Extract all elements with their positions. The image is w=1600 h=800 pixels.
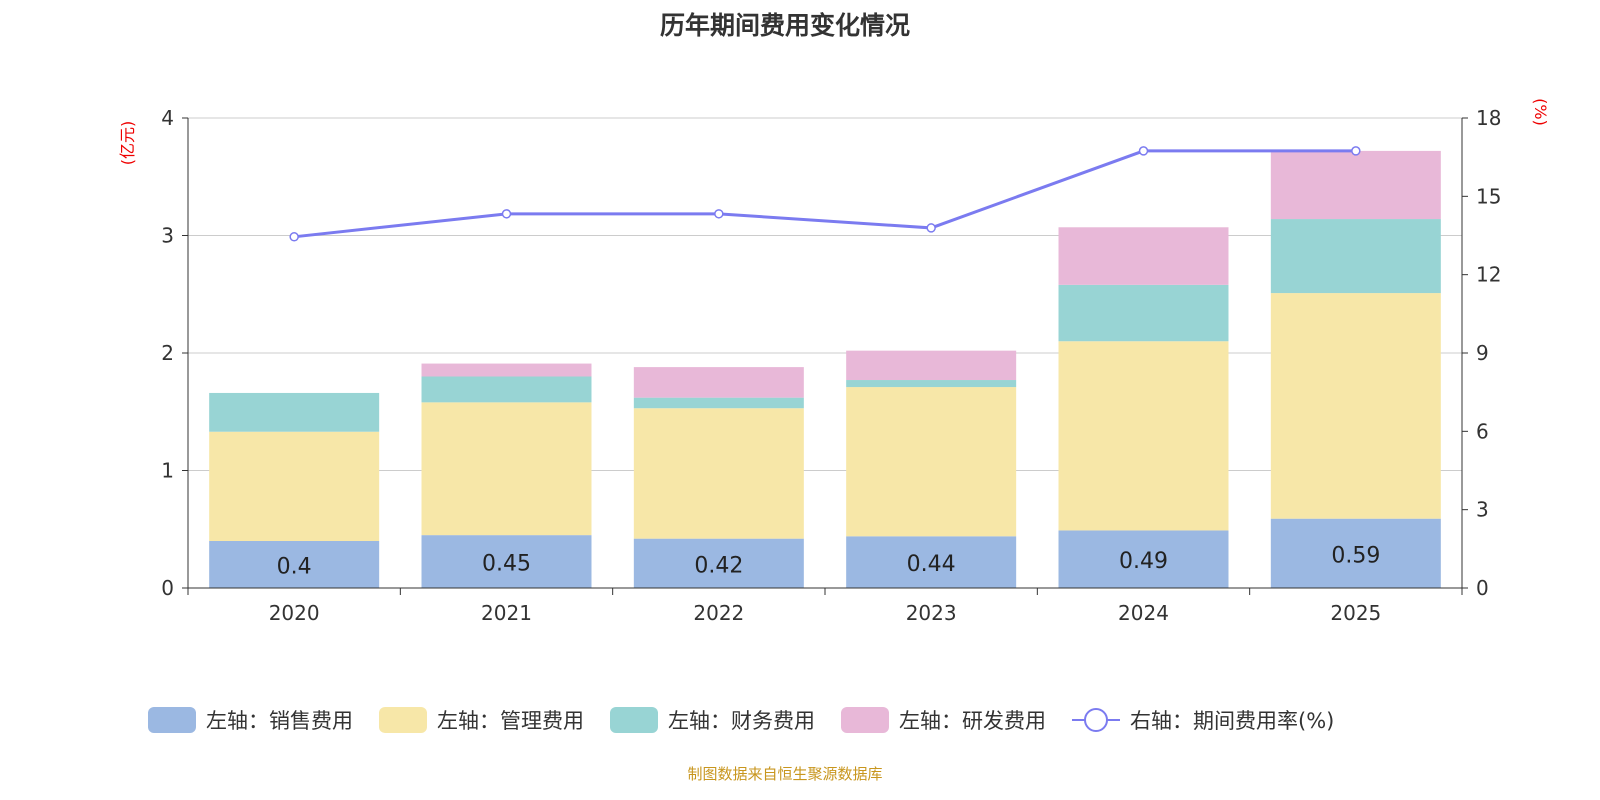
bar-segment [1058,530,1229,588]
bar-segment [1270,293,1441,519]
x-tick-label: 2023 [906,601,957,625]
right-tick-label: 0 [1476,576,1489,600]
x-tick-label: 2021 [481,601,532,625]
bar-segment [633,408,804,539]
bar-segment [421,363,592,377]
bar-segment [209,431,380,541]
bar-segment [209,541,380,588]
bar-segment [633,397,804,409]
right-tick-label: 15 [1476,184,1501,208]
legend-circle-icon [1084,708,1108,732]
bar-segment [1058,227,1229,285]
bar-segment [846,350,1017,381]
rate-point [1138,146,1149,156]
bar-segment [1058,284,1229,342]
x-tick-label: 2024 [1118,601,1169,625]
right-tick-label: 6 [1476,419,1489,443]
bar-data-label: 0.49 [1119,549,1168,574]
legend-swatch-icon [610,707,658,733]
left-tick-label: 1 [161,459,174,483]
source-note: 制图数据来自恒生聚源数据库 [687,765,883,783]
legend-swatch-icon [379,707,427,733]
right-axis-label: (%) [1531,98,1550,126]
left-tick-label: 4 [161,106,174,130]
legend-label: 左轴：销售费用 [206,709,353,733]
bar-segment [846,536,1017,588]
right-tick-label: 12 [1476,263,1501,287]
bar-segment [209,392,380,432]
bar-data-label: 0.45 [482,552,531,577]
rate-line [294,149,1356,239]
bar-data-label: 0.4 [277,555,312,580]
x-tick-label: 2025 [1330,601,1381,625]
x-tick-label: 2022 [693,601,744,625]
bar-data-label: 0.42 [694,553,743,578]
bar-segment [1270,518,1441,588]
bar-data-label: 0.59 [1331,543,1380,568]
bar-data-label: 0.44 [907,552,956,577]
legend-swatch-icon [841,707,889,733]
chart-title: 历年期间费用变化情况 [659,11,910,40]
rate-point [926,223,936,233]
left-axis-label: (亿元) [118,121,137,166]
legend-label: 左轴：管理费用 [437,709,584,733]
bar-segment [421,376,592,403]
rate-point [289,232,299,242]
right-tick-label: 9 [1476,341,1489,365]
bar-segment [1058,341,1229,531]
rate-point [1351,146,1361,156]
legend-swatch-icon [148,707,196,733]
bar-segment [421,535,592,588]
legend-label: 右轴：期间费用率(%) [1130,709,1334,733]
rate-point [714,209,724,219]
left-tick-label: 0 [161,576,174,600]
x-tick-label: 2020 [269,601,320,625]
bar-segment [846,380,1017,388]
bar-segment [846,387,1017,537]
bar-segment [633,538,804,588]
left-tick-label: 3 [161,224,174,248]
rate-point [501,209,512,219]
bar-segment [1270,150,1441,220]
bar-segment [421,402,592,536]
legend-label: 左轴：财务费用 [668,709,815,733]
right-tick-label: 18 [1476,106,1501,130]
bar-segment [633,367,804,398]
left-tick-label: 2 [161,341,174,365]
right-tick-label: 3 [1476,498,1489,522]
legend-label: 左轴：研发费用 [899,709,1046,733]
bar-segment [1270,219,1441,294]
